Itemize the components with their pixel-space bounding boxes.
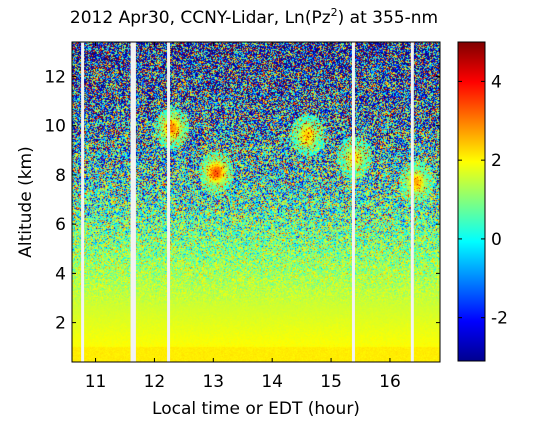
data-gap xyxy=(81,42,85,362)
plot-area: 11 12 13 14 15 16 2 4 6 8 10 12 xyxy=(44,41,441,392)
data-gap xyxy=(351,42,355,362)
y-tick-label: 8 xyxy=(55,166,66,186)
y-tick-label: 4 xyxy=(55,264,66,284)
x-axis-label: Local time or EDT (hour) xyxy=(152,399,360,419)
colorbar-tick-label: 0 xyxy=(491,230,502,250)
y-tick-label: 10 xyxy=(44,117,66,137)
x-tick-label: 11 xyxy=(85,372,107,392)
colorbar-ticks: -2 0 2 4 xyxy=(458,72,508,329)
data-gap xyxy=(130,42,134,362)
colorbar: -2 0 2 4 xyxy=(457,41,508,362)
data-gap xyxy=(410,42,414,362)
heatmap-image xyxy=(72,42,440,362)
y-tick-label: 6 xyxy=(55,215,66,235)
x-tick-label: 13 xyxy=(202,372,224,392)
data-gap xyxy=(167,42,171,362)
y-axis-label: Altitude (km) xyxy=(16,146,36,258)
data-gap xyxy=(132,42,136,362)
y-tick-label: 12 xyxy=(44,67,66,87)
chart-title: 2012 Apr30, CCNY-Lidar, Ln(Pz2) at 355-n… xyxy=(70,6,438,28)
colorbar-tick-label: 2 xyxy=(491,151,502,171)
data-gaps xyxy=(81,42,414,362)
y-axis: 2 4 6 8 10 12 xyxy=(44,67,440,334)
x-tick-label: 12 xyxy=(144,372,166,392)
x-tick-label: 15 xyxy=(320,372,342,392)
colorbar-tick-label: 4 xyxy=(491,72,502,92)
x-tick-label: 16 xyxy=(379,372,401,392)
y-tick-label: 2 xyxy=(55,314,66,334)
colorbar-tick-label: -2 xyxy=(491,309,508,329)
x-axis: 11 12 13 14 15 16 xyxy=(85,42,401,392)
colorbar-frame xyxy=(457,41,486,362)
plot-frame xyxy=(71,41,441,363)
colorbar-gradient xyxy=(458,42,485,361)
x-tick-label: 14 xyxy=(261,372,283,392)
